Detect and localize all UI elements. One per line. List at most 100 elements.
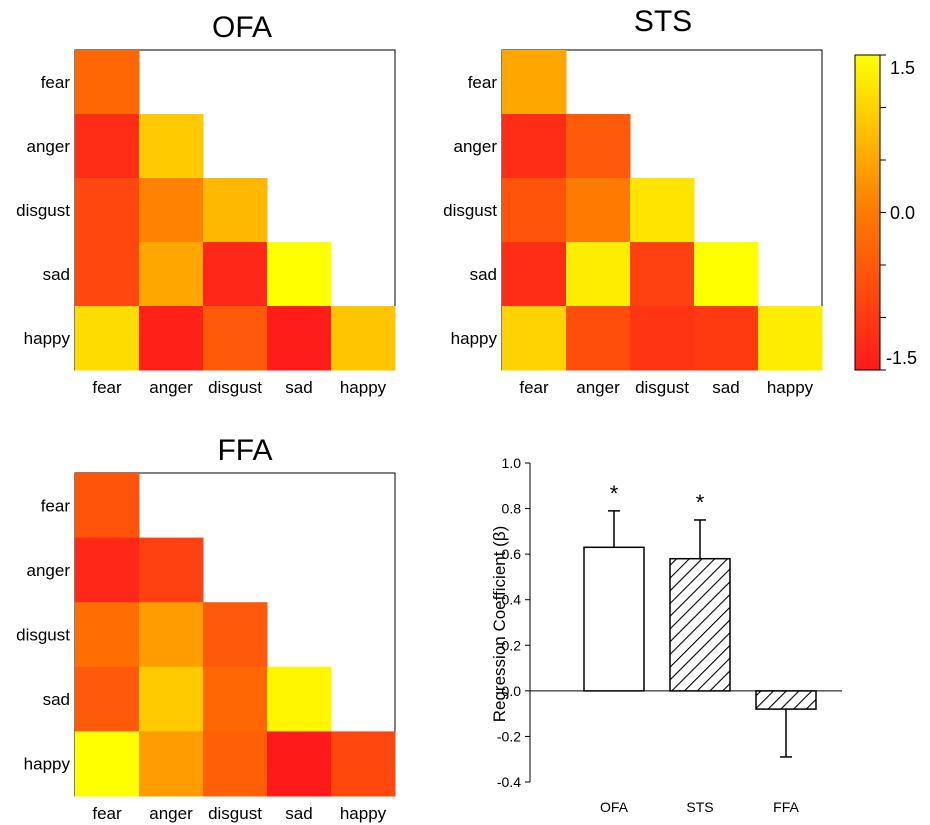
row-label: sad	[43, 690, 70, 709]
row-label: happy	[24, 329, 71, 348]
row-label: happy	[24, 755, 71, 774]
heatmap-cell	[75, 602, 140, 668]
row-label: disgust	[16, 626, 70, 645]
heatmap-cell	[139, 242, 204, 307]
heatmap-cell	[203, 602, 268, 668]
col-label: disgust	[208, 804, 262, 823]
colorbar-label-max: 1.5	[890, 58, 915, 78]
heatmap-cell	[75, 473, 140, 539]
bar-category-label: STS	[686, 799, 713, 815]
row-label: fear	[41, 73, 71, 92]
heatmap-cell	[267, 242, 332, 307]
heatmap-cell	[694, 306, 759, 371]
bar-y-tick-label: 0.6	[502, 546, 522, 562]
row-label: disgust	[16, 201, 70, 220]
colorbar-label-min: -1.5	[886, 348, 917, 368]
sts-heatmap: fear anger disgust sad happy fear anger disgust…	[443, 49, 823, 397]
heatmap-cell	[139, 178, 204, 243]
heatmap-cell	[203, 306, 268, 371]
row-label: anger	[27, 561, 71, 580]
row-label: anger	[454, 137, 498, 156]
bar-y-tick-label: 0.8	[502, 501, 522, 517]
heatmap-cell	[630, 306, 695, 371]
col-label: fear	[92, 804, 122, 823]
heatmap-cell	[75, 666, 140, 732]
heatmap-cell	[203, 178, 268, 243]
bar-category-label: FFA	[773, 799, 799, 815]
heatmap-cell	[139, 114, 204, 179]
heatmap-cell	[203, 242, 268, 307]
col-label: sad	[285, 804, 312, 823]
colorbar: 1.5 0.0 -1.5	[854, 54, 917, 371]
col-label: disgust	[635, 378, 689, 397]
heatmap-cell	[566, 306, 631, 371]
colorbar-label-mid: 0.0	[890, 203, 915, 223]
bar-y-tick-label: 0.0	[502, 683, 522, 699]
heatmap-cell	[331, 731, 396, 797]
significance-marker: *	[696, 490, 705, 515]
col-label: happy	[340, 804, 387, 823]
bar-y-tick-label: 1.0	[502, 455, 522, 471]
heatmap-cell	[75, 178, 140, 243]
heatmap-cell	[75, 50, 140, 115]
col-label: disgust	[208, 378, 262, 397]
heatmap-cell	[502, 306, 567, 371]
ofa-heatmap: fear anger disgust sad happy fear anger disgust…	[16, 49, 396, 397]
bar-y-tick-label: 0.4	[502, 592, 522, 608]
heatmap-cell	[758, 306, 823, 371]
bar-y-tick-label: 0.2	[502, 637, 522, 653]
col-label: happy	[767, 378, 814, 397]
col-label: anger	[149, 378, 193, 397]
bar-y-tick-label: -0.4	[497, 774, 521, 790]
row-label: anger	[27, 137, 71, 156]
heatmap-cell	[566, 242, 631, 307]
heatmap-cell	[75, 242, 140, 307]
significance-marker: *	[610, 481, 619, 506]
bar-y-tick-label: -0.2	[497, 728, 521, 744]
heatmap-cell	[267, 666, 332, 732]
col-label: sad	[285, 378, 312, 397]
col-label: happy	[340, 378, 387, 397]
col-label: fear	[519, 378, 549, 397]
heatmap-cell	[566, 178, 631, 243]
heatmap-cell	[203, 666, 268, 732]
heatmap-cell	[75, 537, 140, 603]
heatmap-cell	[502, 178, 567, 243]
heatmap-cell	[502, 242, 567, 307]
heatmap-cell	[75, 114, 140, 179]
heatmap-cell	[267, 306, 332, 371]
heatmap-cell	[694, 242, 759, 307]
heatmap-cell	[630, 178, 695, 243]
row-label: sad	[470, 265, 497, 284]
heatmap-cell	[331, 306, 396, 371]
heatmap-cell	[502, 114, 567, 179]
row-label: fear	[468, 73, 498, 92]
heatmap-cell	[139, 666, 204, 732]
bar	[669, 557, 731, 692]
bar	[755, 690, 817, 710]
row-label: happy	[451, 329, 498, 348]
heatmap-cell	[267, 731, 332, 797]
row-label: fear	[41, 496, 71, 515]
heatmap-cell	[75, 731, 140, 797]
col-label: anger	[149, 804, 193, 823]
bar-ylabel: Regression Coefficient (β)	[490, 526, 509, 723]
heatmap-cell	[502, 50, 567, 115]
heatmap-cell	[139, 537, 204, 603]
colorbar-gradient	[854, 54, 881, 371]
row-label: sad	[43, 265, 70, 284]
col-label: fear	[92, 378, 122, 397]
heatmap-cell	[566, 114, 631, 179]
ofa-title: OFA	[212, 11, 272, 44]
heatmap-cell	[139, 731, 204, 797]
col-label: sad	[712, 378, 739, 397]
col-label: anger	[576, 378, 620, 397]
heatmap-cell	[630, 242, 695, 307]
bar	[583, 546, 645, 692]
regression-bar-chart: Regression Coefficient (β) 1.0 0.8 0.6 0.4 0…	[490, 455, 842, 815]
heatmap-cell	[139, 306, 204, 371]
heatmap-cell	[139, 602, 204, 668]
ffa-heatmap: fear anger disgust sad happy fear anger disgust…	[16, 472, 396, 823]
ffa-title: FFA	[217, 434, 272, 467]
